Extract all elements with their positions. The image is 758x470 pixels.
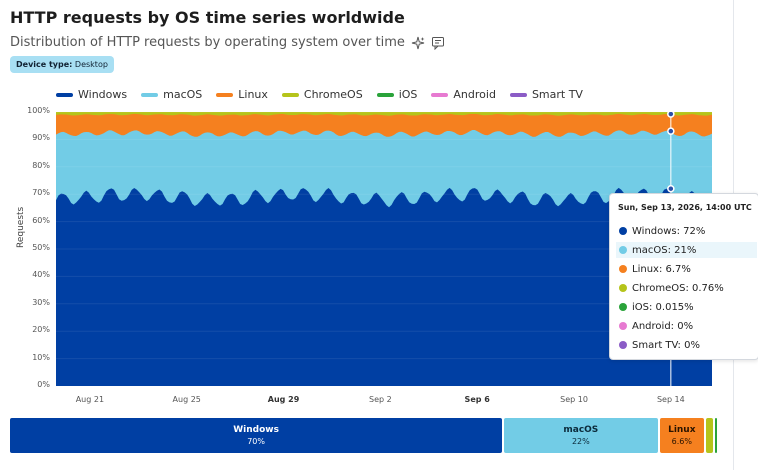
segment-percent: 22%: [571, 437, 590, 446]
area-series-windows[interactable]: [56, 187, 712, 386]
legend-item-macos[interactable]: macOS: [141, 88, 202, 101]
legend-swatch: [509, 92, 527, 97]
legend-item-android[interactable]: Android: [431, 88, 496, 101]
legend-swatch: [431, 92, 449, 97]
badge-value: Desktop: [74, 60, 108, 69]
y-tick-label: 0%: [37, 380, 50, 389]
tooltip-row: Windows: 72%: [616, 223, 757, 239]
y-tick-label: 100%: [27, 106, 50, 115]
y-tick-label: 10%: [32, 352, 50, 362]
tooltip-row: Android: 0%: [616, 318, 757, 334]
summary-bar: Windows 70% macOS 22% Linux 6.6%: [10, 418, 717, 453]
legend-swatch: [281, 92, 299, 97]
hover-point: [667, 184, 675, 193]
legend-label: Windows: [78, 88, 128, 101]
hover-tooltip: Sun, Sep 13, 2026, 14:00 UTC Windows: 72…: [609, 193, 758, 360]
y-tick-label: 30%: [32, 297, 50, 307]
tooltip-dot: [619, 265, 627, 273]
legend-swatch: [376, 92, 394, 97]
tooltip-row-label: macOS: 21%: [632, 244, 697, 256]
y-tick-label: 90%: [32, 133, 50, 143]
x-tick-label: Sep 10: [560, 395, 588, 404]
tooltip-dot: [619, 284, 627, 292]
legend-item-linux[interactable]: Linux: [216, 88, 268, 101]
y-axis-label: Requests: [16, 206, 26, 248]
y-tick-label: 60%: [32, 215, 50, 225]
chart-card: HTTP requests by OS time series worldwid…: [10, 0, 734, 470]
legend-label: ChromeOS: [303, 88, 363, 101]
tooltip-row-label: Windows: 72%: [632, 225, 706, 237]
chart-legend: Windows macOS Linux ChromeOS iOS Android Smart…: [56, 88, 597, 101]
comment-icon[interactable]: [431, 36, 445, 50]
tooltip-dot: [619, 303, 627, 311]
summary-segment-windows[interactable]: Windows 70%: [10, 418, 503, 453]
segment-name: Windows: [233, 425, 279, 435]
legend-label: macOS: [163, 88, 203, 101]
x-tick-label: Sep 14: [656, 395, 685, 404]
ai-sparkle-icon[interactable]: [411, 36, 425, 50]
scrollbar[interactable]: [752, 0, 758, 470]
legend-item-windows[interactable]: Windows: [56, 88, 127, 101]
tooltip-dot: [619, 246, 627, 254]
x-tick-label: Sep 6: [464, 395, 490, 404]
legend-swatch: [56, 92, 73, 97]
tooltip-row-label: iOS: 0.015%: [632, 301, 694, 313]
summary-segment-other-3[interactable]: [706, 418, 713, 453]
tooltip-row: ChromeOS: 0.76%: [616, 280, 757, 296]
y-tick-label: 20%: [32, 325, 50, 335]
tooltip-row: iOS: 0.015%: [616, 299, 757, 315]
y-tick-label: 70%: [32, 188, 50, 198]
y-tick-label: 80%: [32, 160, 50, 170]
legend-label: Android: [453, 88, 496, 101]
y-tick-label: 40%: [32, 270, 50, 280]
tooltip-row-label: ChromeOS: 0.76%: [632, 282, 724, 294]
summary-segment-other-4[interactable]: [714, 418, 717, 453]
stacked-area-plot[interactable]: [56, 112, 716, 386]
segment-percent: 6.6%: [671, 437, 692, 446]
legend-item-ios[interactable]: iOS: [376, 88, 418, 101]
tooltip-dot: [619, 227, 627, 235]
tooltip-row-label: Smart TV: 0%: [632, 339, 700, 351]
legend-label: Linux: [238, 88, 268, 101]
tooltip-title: Sun, Sep 13, 2026, 14:00 UTC: [618, 203, 752, 212]
legend-label: iOS: [398, 88, 418, 101]
badge-key: Device type:: [16, 60, 73, 69]
tooltip-row: Linux: 6.7%: [616, 261, 757, 277]
device-type-badge[interactable]: Device type: Desktop: [10, 56, 114, 73]
tooltip-row-label: Android: 0%: [632, 320, 694, 332]
chart-title: HTTP requests by OS time series worldwid…: [10, 8, 405, 27]
x-tick-label: Aug 29: [267, 395, 300, 404]
tooltip-row: Smart TV: 0%: [616, 337, 757, 353]
segment-name: macOS: [563, 425, 599, 435]
segment-name: Linux: [668, 425, 696, 435]
legend-item-chromeos[interactable]: ChromeOS: [281, 88, 363, 101]
legend-label: Smart TV: [531, 88, 583, 101]
chart-subtitle: Distribution of HTTP requests by operati…: [10, 35, 445, 50]
summary-segment-linux[interactable]: Linux 6.6%: [659, 418, 705, 453]
hover-point: [667, 112, 675, 118]
legend-swatch: [216, 92, 234, 97]
y-tick-label: 50%: [32, 243, 50, 252]
legend-swatch: [141, 92, 159, 97]
tooltip-dot: [619, 322, 627, 330]
subtitle-text: Distribution of HTTP requests by operati…: [10, 35, 405, 50]
segment-percent: 70%: [247, 437, 265, 446]
x-tick-label: Aug 21: [75, 395, 105, 404]
x-tick-label: Sep 2: [369, 395, 392, 404]
x-tick-label: Aug 25: [172, 395, 201, 404]
summary-segment-macos[interactable]: macOS 22%: [504, 418, 658, 453]
tooltip-row: macOS: 21%: [616, 242, 757, 258]
legend-item-smart-tv[interactable]: Smart TV: [509, 88, 583, 101]
hover-point: [667, 127, 675, 135]
tooltip-dot: [619, 341, 627, 349]
tooltip-row-label: Linux: 6.7%: [632, 263, 691, 275]
